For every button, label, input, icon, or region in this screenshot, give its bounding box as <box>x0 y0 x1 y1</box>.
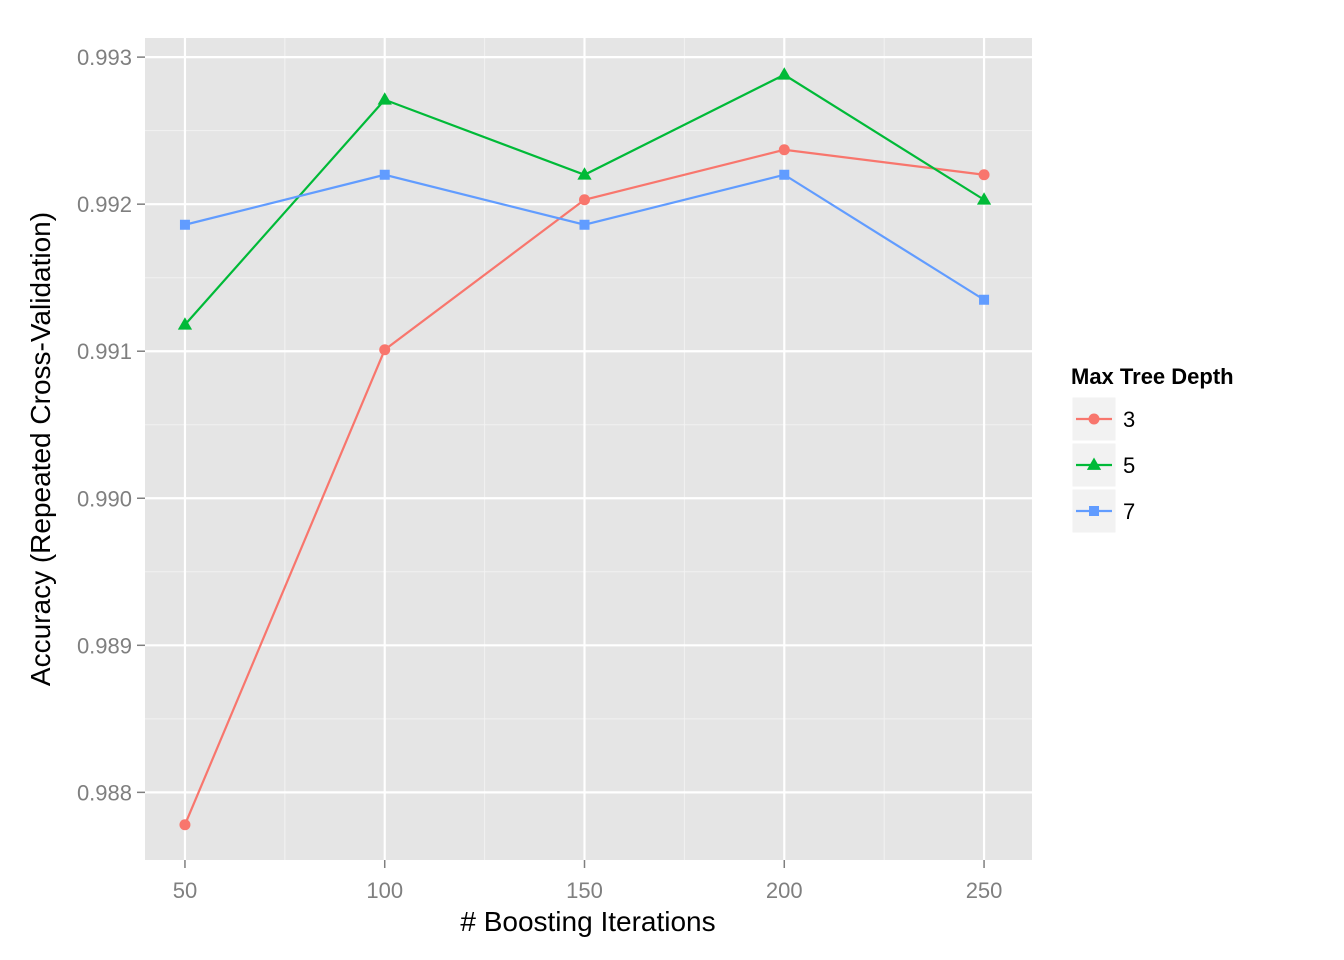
data-point-marker <box>976 192 992 205</box>
y-tick-label: 0.988 <box>77 780 132 805</box>
x-tick-label: 250 <box>966 878 1003 903</box>
y-tick-label: 0.991 <box>77 339 132 364</box>
plot-panel <box>145 38 1032 860</box>
legend-label: 5 <box>1123 453 1135 478</box>
y-axis-title: Accuracy (Repeated Cross-Validation) <box>25 212 56 686</box>
data-point-marker <box>778 144 790 156</box>
x-axis-title: # Boosting Iterations <box>460 906 715 937</box>
data-point-marker <box>579 194 591 206</box>
series-5 <box>177 67 992 330</box>
data-point-marker <box>177 317 193 330</box>
series-7 <box>179 169 990 305</box>
y-tick-label: 0.990 <box>77 486 132 511</box>
y-tick-label: 0.989 <box>77 633 132 658</box>
data-point-marker <box>379 344 391 356</box>
data-point-marker <box>577 167 592 180</box>
data-point-marker <box>779 169 790 180</box>
y-tick-label: 0.993 <box>77 45 132 70</box>
x-tick-label: 100 <box>366 878 403 903</box>
data-point-marker <box>978 169 990 181</box>
x-tick-label: 150 <box>566 878 603 903</box>
legend-key-marker <box>1088 413 1100 425</box>
legend-label: 3 <box>1123 407 1135 432</box>
y-tick-labels: 0.988 0.989 0.990 0.991 0.992 0.993 <box>77 45 132 805</box>
legend-key-marker <box>1089 506 1099 516</box>
legend-item: 7 <box>1071 488 1135 534</box>
series-layer <box>177 67 992 831</box>
data-point-marker <box>777 67 792 80</box>
data-point-marker <box>377 92 392 105</box>
data-point-marker <box>179 819 191 831</box>
legend-item: 3 <box>1071 396 1135 442</box>
legend-label: 7 <box>1123 499 1135 524</box>
data-point-marker <box>979 294 990 305</box>
legend-item: 5 <box>1071 442 1135 488</box>
y-tick-label: 0.992 <box>77 192 132 217</box>
data-point-marker <box>379 169 390 180</box>
legend-title: Max Tree Depth <box>1071 364 1234 389</box>
x-tick-label: 200 <box>766 878 803 903</box>
x-tick-labels: 50 100 150 200 250 <box>173 878 1003 903</box>
data-point-marker <box>179 219 190 230</box>
legend-items: 3 5 7 <box>1071 396 1135 534</box>
legend-key-marker <box>1086 457 1102 470</box>
series-3 <box>179 144 990 831</box>
data-point-marker <box>579 219 590 230</box>
legend: Max Tree Depth 3 5 7 <box>1071 364 1234 534</box>
x-tick-label: 50 <box>173 878 197 903</box>
axis-ticks <box>137 56 985 868</box>
